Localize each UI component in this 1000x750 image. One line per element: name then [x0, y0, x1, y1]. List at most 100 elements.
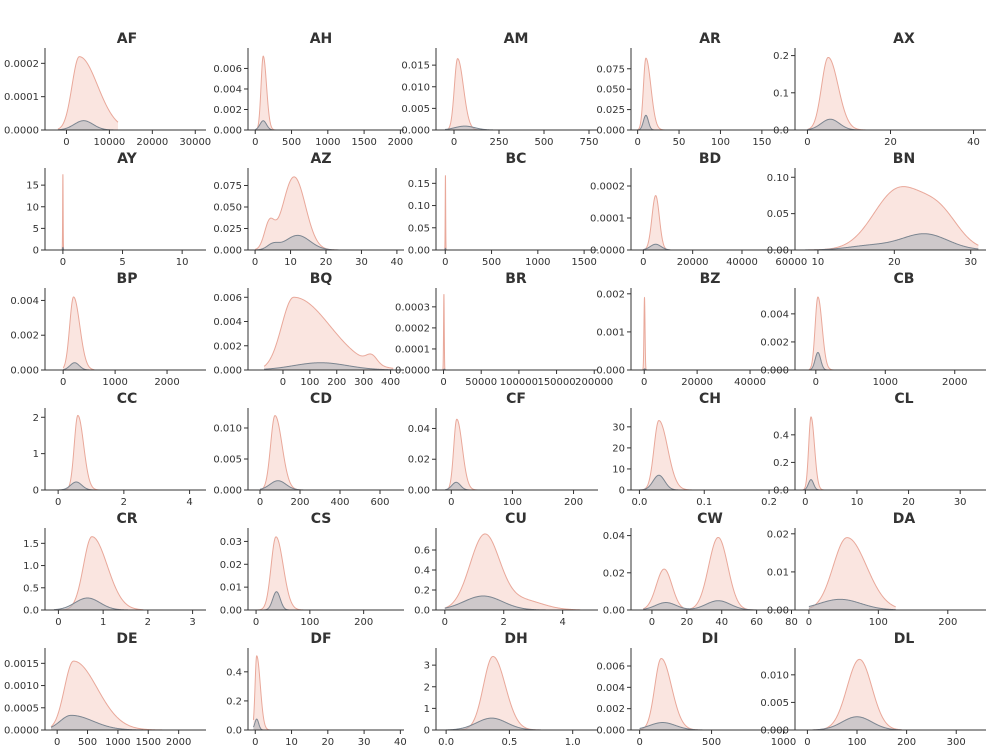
y-tick-label: 0.015 — [401, 61, 430, 72]
x-tick-label: 500 — [78, 737, 97, 748]
y-tick-label: 5 — [33, 224, 39, 235]
y-tick-label: 0.005 — [760, 698, 789, 709]
y-tick-label: 1.0 — [23, 561, 39, 572]
y-tick-label: 20 — [612, 443, 625, 454]
y-tick-label: 0.0001 — [590, 214, 625, 225]
x-tick-label: 1000 — [771, 737, 796, 748]
y-tick-label: 0.002 — [213, 341, 242, 352]
panel-df: 0 10 20 30 40 0.0 0.2 0.4 DF — [226, 631, 407, 748]
x-tick-label: 150 — [752, 137, 771, 148]
y-tick-label: 0.006 — [213, 293, 242, 304]
y-tick-label: 0.00 — [408, 486, 430, 497]
y-tick-label: 0.0 — [23, 606, 39, 617]
x-tick-label: 10 — [176, 257, 189, 268]
panel-bq: 0 100 200 300 400 0.000 0.002 0.004 0.006 BQ — [213, 271, 404, 388]
x-tick-label: 5 — [119, 257, 125, 268]
y-tick-label: 0.004 — [596, 683, 625, 694]
x-tick-label: 0 — [442, 257, 448, 268]
y-tick-label: 1 — [424, 704, 430, 715]
x-tick-label: 100000 — [500, 377, 538, 388]
x-tick-label: 40 — [391, 257, 404, 268]
x-tick-label: 1000 — [873, 377, 898, 388]
density-area-a — [802, 186, 979, 250]
x-tick-label: 0.5 — [501, 737, 517, 748]
density-area-a-line — [443, 175, 448, 251]
x-tick-label: 100 — [300, 377, 319, 388]
panel-title: DH — [504, 631, 527, 647]
density-area-b — [643, 600, 757, 610]
x-tick-label: 3 — [189, 617, 195, 628]
density-area-b — [639, 475, 705, 490]
y-tick-label: 0.005 — [401, 104, 430, 115]
x-tick-label: 1500 — [351, 137, 376, 148]
density-area-b — [255, 235, 355, 250]
panel-bn: 10 20 30 0.00 0.05 0.10 BN — [767, 151, 986, 268]
x-tick-label: 40 — [715, 617, 728, 628]
x-tick-label: 20000 — [677, 257, 709, 268]
density-area-a-line — [263, 296, 394, 369]
panel-title: DF — [310, 631, 331, 647]
x-tick-label: 0 — [802, 497, 808, 508]
density-area-b — [264, 362, 394, 370]
x-tick-label: 30000 — [179, 137, 211, 148]
density-area-a-line — [62, 296, 95, 371]
density-area-a — [63, 296, 95, 370]
y-tick-label: 0.004 — [213, 84, 242, 95]
x-tick-label: 10 — [285, 737, 298, 748]
density-area-b-line — [808, 598, 896, 611]
density-area-a-line — [812, 658, 902, 731]
x-tick-label: 0 — [804, 137, 810, 148]
y-tick-label: 2 — [33, 413, 39, 424]
y-tick-label: 0.004 — [760, 309, 789, 320]
density-area-a-line — [802, 186, 979, 251]
density-area-a — [807, 57, 883, 131]
y-tick-label: 0.2 — [773, 458, 789, 469]
y-tick-label: 0.000 — [596, 726, 625, 737]
y-tick-label: 0.0002 — [395, 323, 430, 334]
density-area-b — [57, 120, 118, 130]
panel-title: CU — [505, 511, 527, 527]
y-tick-label: 0.005 — [213, 454, 242, 465]
x-tick-label: 4 — [559, 617, 565, 628]
density-area-a-line — [57, 56, 119, 130]
x-tick-label: 0 — [806, 617, 812, 628]
y-tick-label: 0.000 — [213, 246, 242, 257]
y-tick-label: 0.000 — [401, 126, 430, 137]
density-area-b-line — [643, 243, 671, 251]
density-area-b — [51, 715, 173, 730]
y-tick-label: 0.0000 — [395, 366, 430, 377]
panel-dl: 0 100 200 300 0.000 0.005 0.010 DL — [760, 631, 986, 748]
x-tick-label: 30 — [355, 257, 368, 268]
x-tick-label: 0.2 — [761, 497, 777, 508]
x-tick-label: 0 — [813, 377, 819, 388]
y-tick-label: 0.0002 — [4, 59, 39, 70]
x-tick-label: 100 — [847, 737, 866, 748]
x-tick-label: 0 — [63, 137, 69, 148]
x-tick-label: 200000 — [575, 377, 613, 388]
x-tick-label: 0 — [253, 617, 259, 628]
density-area-a — [643, 195, 671, 250]
panel-title: BZ — [700, 271, 721, 287]
panel-title: CW — [697, 511, 723, 527]
y-tick-label: 0.0001 — [4, 92, 39, 103]
y-tick-label: 0.4 — [414, 566, 430, 577]
y-tick-label: 0.0 — [773, 126, 789, 137]
density-area-b — [812, 716, 902, 730]
x-tick-label: 200 — [938, 617, 957, 628]
y-tick-label: 0.0 — [414, 606, 430, 617]
x-tick-label: 2000 — [154, 377, 179, 388]
x-tick-label: 2 — [145, 617, 151, 628]
y-tick-label: 0.1 — [773, 88, 789, 99]
x-tick-label: 600 — [370, 497, 389, 508]
x-tick-label: 10 — [284, 257, 297, 268]
y-tick-label: 0.025 — [596, 105, 625, 116]
density-area-a-line — [808, 537, 896, 609]
panel-title: CS — [311, 511, 332, 527]
density-area-a — [256, 536, 310, 610]
y-tick-label: 0.0003 — [395, 302, 430, 313]
panel-title: CR — [116, 511, 137, 527]
panel-cd: 0 200 400 600 0.000 0.005 0.010 CD — [213, 391, 404, 508]
x-tick-label: 0 — [804, 737, 810, 748]
x-tick-label: 40 — [967, 137, 980, 148]
panel-title: AY — [117, 151, 137, 167]
